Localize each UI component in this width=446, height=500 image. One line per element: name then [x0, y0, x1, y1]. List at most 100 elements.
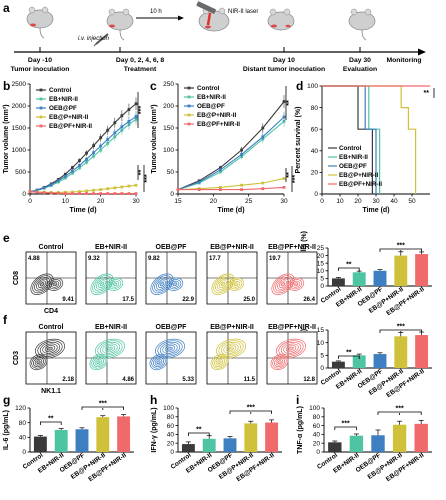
chart-i-ytick-label: 40	[313, 432, 321, 439]
contour-ring	[212, 355, 227, 369]
data-point	[56, 179, 60, 183]
chart-b-ytick-label: 2500	[12, 81, 27, 88]
chart-d-xtick-label: 40	[390, 198, 398, 205]
flow_e-plot-1: EB+NIR-II 9.32 17.5	[85, 244, 137, 305]
data-point	[78, 164, 81, 167]
series-line-2	[29, 116, 137, 193]
legend-marker	[187, 86, 191, 90]
panel-label-e: e	[3, 231, 10, 245]
chart-g-ytick-label: 80	[19, 420, 27, 427]
timeline-day-4: Day 30	[349, 57, 371, 64]
series-line-4	[29, 191, 136, 195]
category-label: EB@PF+NIR-II	[235, 452, 276, 483]
contour-ring	[156, 278, 168, 290]
timeline-event-1: Tumor inoculation	[11, 66, 70, 73]
contour-ring	[287, 277, 305, 291]
significance-bracket	[379, 329, 422, 333]
legend-label: EB+NIR-II	[339, 154, 368, 161]
contour-ring	[94, 276, 110, 292]
chart-d-xtick-label: 0	[320, 198, 324, 205]
bar-2	[373, 354, 387, 368]
data-point	[197, 188, 201, 191]
contour-ring	[36, 278, 48, 290]
chart-d-ytick-label: 40	[311, 148, 319, 155]
contour-ring	[275, 276, 291, 292]
legend-marker	[187, 113, 191, 117]
significance-stars: **	[286, 100, 293, 106]
data-point	[106, 128, 110, 132]
legend-marker	[39, 88, 43, 92]
bar-0	[181, 444, 195, 452]
contour-ring	[213, 275, 233, 294]
data-point	[49, 183, 53, 187]
quadrant-value-lr: 22.9	[182, 297, 194, 303]
contour-ring	[217, 278, 229, 290]
chart-b-xtick-label: 30	[132, 198, 140, 205]
significance-bracket	[377, 411, 422, 415]
flow_f-plot-3: EB@P+NIR-II 11.5	[206, 324, 258, 385]
category-label: EB@PF+NIR-II	[385, 286, 426, 317]
chart-f-bar-ytick-label: 15	[317, 327, 325, 334]
contour-ring	[37, 340, 63, 357]
chart-f-bar-ytick-label: 5	[320, 353, 324, 360]
flow-cytometry-layer: Control 4.88 9.41 EB+NIR-II 9.32 17.5 OEB@PF 9.…	[13, 244, 318, 395]
category-label: EB@PF+NIR-II	[87, 452, 128, 483]
data-point	[240, 188, 243, 191]
bar-1	[352, 355, 366, 368]
contour-ring	[293, 282, 299, 287]
data-point	[106, 138, 110, 141]
legend-marker	[39, 97, 43, 101]
contour-ring	[96, 278, 108, 290]
chart-e-bar-ytick-label: 10	[317, 268, 325, 275]
data-point	[71, 190, 74, 194]
contour-ring	[34, 276, 50, 292]
legend-marker	[39, 106, 43, 110]
data-point	[28, 190, 32, 194]
data-point	[127, 120, 131, 123]
legend-marker	[187, 104, 191, 108]
data-point	[49, 191, 53, 195]
contour-ring	[157, 340, 183, 357]
data-point	[282, 186, 286, 189]
data-point	[261, 126, 265, 130]
category-label: EB@PF+NIR-II	[385, 452, 426, 483]
bar-4	[415, 254, 429, 286]
legend-label: Control	[339, 145, 362, 152]
contour-ring	[107, 346, 113, 351]
bar-3	[394, 255, 408, 286]
contour-ring	[154, 338, 186, 359]
contour-ring	[104, 345, 116, 353]
contour-ring	[47, 346, 53, 351]
data-point	[92, 151, 95, 155]
data-point	[63, 175, 67, 178]
contour-ring	[154, 276, 170, 292]
contour-ring	[172, 282, 178, 287]
contour-ring	[94, 338, 126, 359]
data-point	[219, 170, 222, 174]
contour-ring	[90, 273, 114, 295]
chart-h-ytick-label: 40	[167, 432, 175, 439]
contour-ring	[277, 278, 289, 290]
data-point	[92, 192, 95, 195]
contour-ring	[228, 346, 234, 351]
bar-2	[371, 435, 385, 452]
bar-2	[223, 438, 237, 452]
contour-ring	[157, 280, 167, 289]
contour-ring	[229, 279, 243, 290]
contour-ring	[102, 343, 118, 354]
data-point	[219, 168, 222, 172]
chart-g-ylabel: IL-6 (pg/mL)	[3, 410, 10, 450]
quadrant-value-lr: 26.4	[303, 297, 315, 303]
data-point	[99, 148, 103, 152]
contour-ring	[220, 341, 242, 356]
data-point	[106, 142, 110, 145]
chart-g-ytick-label: 120	[15, 405, 26, 412]
quadrant-value-ul: 17.7	[209, 256, 221, 262]
flow-plot-title: Control	[39, 324, 64, 331]
significance-stars: **	[286, 172, 293, 178]
bar-0	[33, 436, 47, 452]
chart-c-xlabel: Time (d)	[217, 207, 244, 214]
significance-stars: ***	[397, 324, 405, 331]
